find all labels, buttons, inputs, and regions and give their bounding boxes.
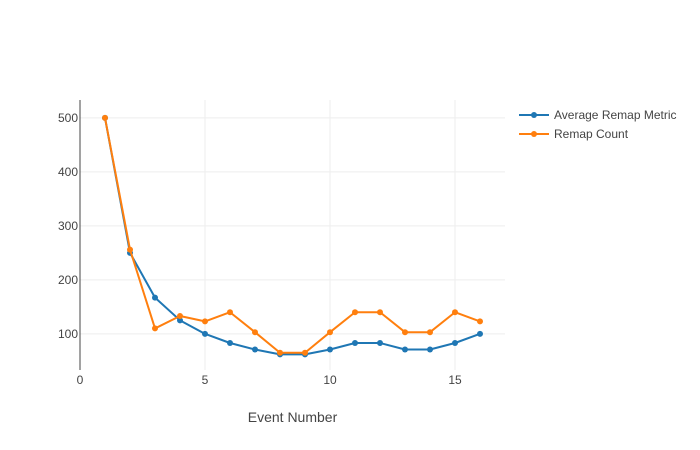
x-axis-title: Event Number [248,409,338,425]
data-point [177,313,183,319]
y-tick-label: 500 [58,111,78,125]
data-point [352,340,358,346]
legend-marker-symbol [531,112,537,118]
data-point [202,318,208,325]
legend-item[interactable]: Remap Count [519,127,629,141]
data-point [402,346,408,353]
series [102,114,483,358]
x-tick-label: 5 [202,373,209,387]
x-tick-label: 10 [323,373,337,387]
data-point [202,330,208,337]
data-point [302,349,308,356]
legend[interactable]: Average Remap Metric Remap Count [519,108,677,141]
data-point [452,309,458,316]
data-point [102,114,108,121]
data-point [227,309,233,316]
x-tick-label: 15 [448,373,462,387]
legend-label: Remap Count [554,127,629,141]
data-point [152,294,158,301]
data-point [127,246,133,253]
grid-lines [80,100,505,370]
data-point [377,340,383,346]
y-tick-label: 100 [58,327,78,341]
y-tick-label: 300 [58,219,78,233]
series-0 [102,114,483,358]
data-point [452,340,458,346]
data-point [252,329,258,336]
data-point [152,325,158,332]
data-point [327,329,333,336]
data-point [402,329,408,336]
series-line [104,117,481,356]
legend-item[interactable]: Average Remap Metric [519,108,677,122]
series-1 [102,114,483,356]
data-point [377,309,383,316]
legend-label: Average Remap Metric [554,108,677,122]
x-tick-label: 0 [77,373,84,387]
data-point [177,317,183,324]
tick-labels: 0 5 10 15 100 200 300 400 500 [58,111,462,387]
data-point [277,349,283,356]
data-point [352,309,358,316]
data-point [252,346,258,353]
data-point [477,330,483,337]
data-point [427,346,433,353]
legend-marker-symbol [531,131,537,137]
y-tick-label: 200 [58,273,78,287]
data-point [477,318,483,325]
data-point [427,329,433,336]
y-tick-label: 400 [58,165,78,179]
data-point [327,346,333,353]
series-line [104,117,481,354]
data-point [227,340,233,346]
